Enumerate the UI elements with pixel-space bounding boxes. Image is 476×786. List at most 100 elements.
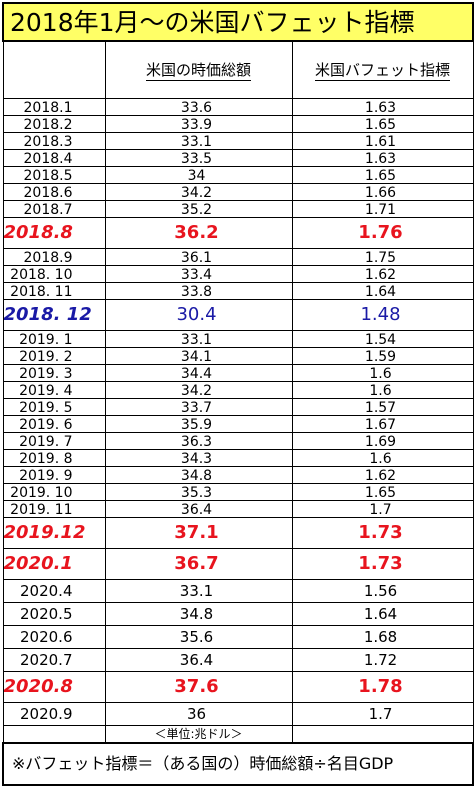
table-row: 2018.5 34 1.65	[2, 166, 474, 184]
row-market-cap: 36.1	[104, 248, 293, 266]
row-indicator: 1.78	[291, 671, 474, 703]
row-date: 2018.9	[2, 248, 106, 266]
row-market-cap: 36.3	[104, 432, 293, 450]
row-indicator: 1.61	[291, 132, 474, 150]
header-market-cap: 米国の時価総額	[104, 40, 293, 99]
table-row: 2019. 6 35.9 1.67	[2, 415, 474, 433]
row-date: 2020.9	[2, 702, 106, 726]
row-market-cap: 34.8	[104, 466, 293, 484]
row-date: 2020.1	[2, 548, 106, 580]
row-date: 2019. 8	[2, 449, 106, 467]
row-indicator: 1.56	[291, 579, 474, 603]
row-market-cap: 34.4	[104, 364, 293, 382]
row-indicator: 1.63	[291, 98, 474, 116]
table-row: 2018.7 35.2 1.71	[2, 200, 474, 218]
header-date	[2, 40, 106, 99]
row-market-cap: 35.9	[104, 415, 293, 433]
table-row: 2019. 4 34.2 1.6	[2, 381, 474, 399]
row-date: 2018.7	[2, 200, 106, 218]
row-date: 2018.3	[2, 132, 106, 150]
table-row: 2020.6 35.6 1.68	[2, 625, 474, 649]
row-date: 2018.5	[2, 166, 106, 184]
row-indicator: 1.6	[291, 364, 474, 382]
row-market-cap: 35.2	[104, 200, 293, 218]
row-market-cap: 35.3	[104, 483, 293, 501]
row-date: 2018. 11	[2, 282, 106, 300]
row-date: 2020.6	[2, 625, 106, 649]
row-market-cap: 33.8	[104, 282, 293, 300]
row-indicator: 1.6	[291, 381, 474, 399]
row-market-cap: 34.2	[104, 381, 293, 399]
table-row: 2018.4 33.5 1.63	[2, 149, 474, 167]
unit-note: ＜単位:兆ドル＞	[104, 725, 293, 744]
row-market-cap: 36.4	[104, 500, 293, 518]
row-market-cap: 33.1	[104, 579, 293, 603]
table-row: 2020.1 36.7 1.73	[2, 548, 474, 580]
row-date: 2019. 6	[2, 415, 106, 433]
table-row: 2020.4 33.1 1.56	[2, 579, 474, 603]
row-date: 2018.4	[2, 149, 106, 167]
title-row: 2018年1月～の米国バフェット指標	[1, 2, 475, 42]
table-row: 2020.9 36 1.7	[2, 702, 474, 726]
table-row: 2019. 7 36.3 1.69	[2, 432, 474, 450]
unit-blank-2	[291, 725, 474, 744]
row-market-cap: 30.4	[104, 299, 293, 331]
table-row: 2018. 12 30.4 1.48	[2, 299, 474, 331]
row-market-cap: 36	[104, 702, 293, 726]
row-indicator: 1.69	[291, 432, 474, 450]
row-date: 2020.8	[2, 671, 106, 703]
table-row: 2020.5 34.8 1.64	[2, 602, 474, 626]
row-date: 2018. 12	[2, 299, 106, 331]
row-date: 2019. 7	[2, 432, 106, 450]
table-title: 2018年1月～の米国バフェット指標	[1, 2, 475, 42]
row-market-cap: 33.1	[104, 132, 293, 150]
row-market-cap: 35.6	[104, 625, 293, 649]
row-market-cap: 37.1	[104, 517, 293, 549]
row-market-cap: 33.4	[104, 265, 293, 283]
row-date: 2019. 3	[2, 364, 106, 382]
table-row: 2020.7 36.4 1.72	[2, 648, 474, 672]
row-market-cap: 36.2	[104, 217, 293, 249]
unit-blank	[2, 725, 106, 744]
row-date: 2020.7	[2, 648, 106, 672]
row-date: 2020.4	[2, 579, 106, 603]
row-market-cap: 37.6	[104, 671, 293, 703]
table-row: 2018.8 36.2 1.76	[2, 217, 474, 249]
row-indicator: 1.73	[291, 548, 474, 580]
table-row: 2018.1 33.6 1.63	[2, 98, 474, 116]
row-date: 2019. 10	[2, 483, 106, 501]
row-indicator: 1.7	[291, 702, 474, 726]
row-date: 2018. 10	[2, 265, 106, 283]
row-date: 2018.2	[2, 115, 106, 133]
table-row: 2019. 10 35.3 1.65	[2, 483, 474, 501]
table-row: 2018. 10 33.4 1.62	[2, 265, 474, 283]
row-date: 2020.5	[2, 602, 106, 626]
table-row: 2018.3 33.1 1.61	[2, 132, 474, 150]
row-indicator: 1.59	[291, 347, 474, 365]
table-row: 2019. 5 33.7 1.57	[2, 398, 474, 416]
table-row: 2018.2 33.9 1.65	[2, 115, 474, 133]
header-indicator: 米国バフェット指標	[291, 40, 474, 99]
row-indicator: 1.66	[291, 183, 474, 201]
row-market-cap: 34.8	[104, 602, 293, 626]
row-market-cap: 34.3	[104, 449, 293, 467]
row-market-cap: 33.7	[104, 398, 293, 416]
row-indicator: 1.6	[291, 449, 474, 467]
table-row: 2019.12 37.1 1.73	[2, 517, 474, 549]
row-indicator: 1.7	[291, 500, 474, 518]
row-date: 2018.1	[2, 98, 106, 116]
row-indicator: 1.65	[291, 166, 474, 184]
row-market-cap: 36.4	[104, 648, 293, 672]
table-row: 2019. 8 34.3 1.6	[2, 449, 474, 467]
row-market-cap: 34.2	[104, 183, 293, 201]
table-row: 2018.6 34.2 1.66	[2, 183, 474, 201]
row-indicator: 1.76	[291, 217, 474, 249]
row-market-cap: 33.6	[104, 98, 293, 116]
header-indicator-label: 米国バフェット指標	[315, 60, 451, 81]
row-date: 2019. 2	[2, 347, 106, 365]
row-indicator: 1.63	[291, 149, 474, 167]
row-indicator: 1.65	[291, 483, 474, 501]
row-date: 2019.12	[2, 517, 106, 549]
